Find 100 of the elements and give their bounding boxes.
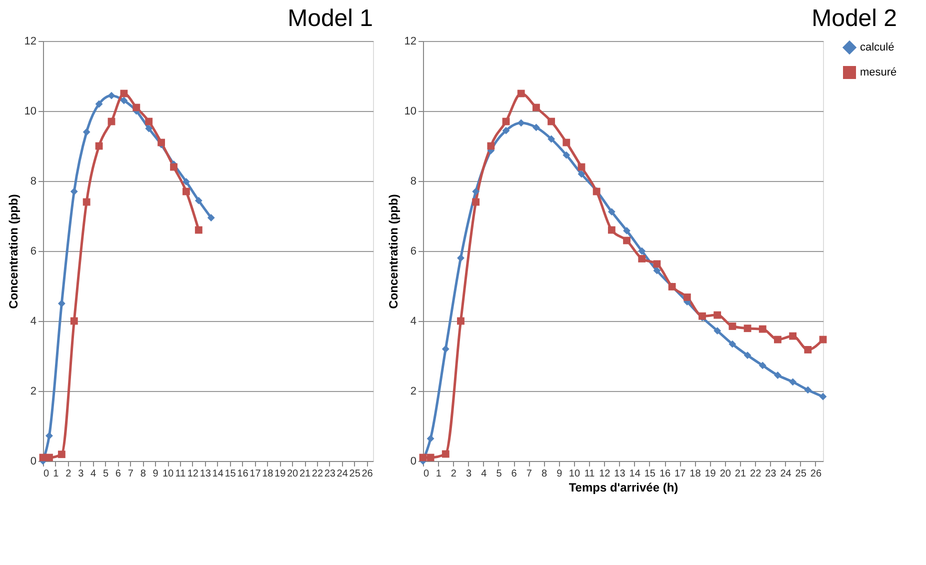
- y-tick-label: 0: [410, 456, 416, 468]
- point: [819, 392, 827, 400]
- x-tick-label: 26: [362, 468, 374, 480]
- point: [70, 317, 78, 325]
- x-tick-label: 23: [765, 468, 777, 480]
- x-tick-label: 18: [262, 468, 274, 480]
- x-tick-label: 19: [704, 468, 716, 480]
- point: [532, 124, 540, 132]
- x-tick-label: 15: [644, 468, 656, 480]
- x-tick-label: 5: [496, 468, 502, 480]
- point: [804, 386, 812, 394]
- point: [789, 378, 797, 386]
- x-tick-label: 11: [584, 468, 596, 480]
- point: [182, 188, 190, 196]
- x-tick-label: 25: [349, 468, 361, 480]
- point: [774, 336, 782, 344]
- x-tick-label: 5: [102, 468, 109, 480]
- x-tick-label: 13: [200, 468, 212, 480]
- point: [132, 104, 140, 112]
- point: [728, 340, 736, 348]
- x-tick-label: 14: [212, 468, 224, 480]
- point: [517, 90, 525, 98]
- y-tick-label: 2: [410, 386, 416, 398]
- point: [608, 226, 616, 234]
- point: [562, 151, 570, 159]
- point: [82, 128, 90, 136]
- x-tick-label: 15: [224, 468, 236, 480]
- point: [58, 450, 66, 458]
- y-tick-label: 12: [24, 36, 36, 48]
- y-tick-label: 6: [30, 246, 36, 258]
- point: [487, 142, 495, 150]
- x-tick-label: 23: [324, 468, 336, 480]
- x-tick-label: 1: [53, 468, 60, 480]
- legend-label: mesuré: [860, 66, 897, 78]
- point: [457, 317, 464, 325]
- point: [623, 226, 630, 234]
- point: [578, 170, 586, 178]
- point: [108, 92, 116, 100]
- y-tick-label: 6: [410, 246, 416, 258]
- point: [744, 352, 752, 360]
- x-tick-label: 24: [780, 468, 792, 480]
- point: [532, 104, 540, 112]
- point: [548, 118, 556, 126]
- x-tick-label: 26: [810, 468, 822, 480]
- x-tick-label: 17: [674, 468, 686, 480]
- point: [517, 119, 525, 127]
- point: [714, 327, 722, 335]
- point: [728, 322, 736, 330]
- point: [758, 362, 766, 370]
- point: [426, 434, 434, 442]
- point: [442, 450, 450, 458]
- point: [714, 311, 722, 319]
- y-tick-label: 10: [24, 106, 36, 118]
- y-axis-title: Concentration (ppb): [386, 194, 400, 309]
- x-tick-label: 17: [250, 468, 262, 480]
- chart-title: Model 1: [288, 5, 373, 32]
- x-tick-label: 16: [659, 468, 672, 480]
- x-tick-label: 20: [720, 468, 732, 480]
- point: [758, 325, 766, 333]
- x-axis-title: Temps d'arrivée (h): [568, 480, 678, 494]
- point: [804, 346, 812, 354]
- x-tick-label: 0: [424, 468, 430, 480]
- point: [442, 345, 450, 353]
- x-tick-label: 14: [629, 468, 641, 480]
- point: [145, 124, 153, 132]
- y-tick-label: 0: [30, 456, 36, 468]
- x-tick-label: 8: [140, 468, 146, 480]
- point: [194, 196, 202, 204]
- x-tick-label: 4: [90, 468, 97, 480]
- chart-title: Model 2: [812, 5, 897, 32]
- x-tick-label: 16: [237, 468, 249, 480]
- x-tick-label: 3: [78, 468, 84, 480]
- point: [82, 198, 90, 206]
- point: [548, 135, 556, 143]
- x-tick-label: 25: [795, 468, 807, 480]
- x-tick-label: 13: [614, 468, 626, 480]
- x-tick-label: 9: [556, 468, 563, 480]
- point: [70, 188, 78, 196]
- y-tick-label: 10: [404, 106, 416, 118]
- point: [623, 236, 630, 244]
- legend-label: calculé: [860, 42, 894, 54]
- y-tick-label: 8: [30, 176, 36, 188]
- y-tick-label: 4: [410, 316, 416, 328]
- x-tick-label: 8: [541, 468, 548, 480]
- x-tick-label: 11: [175, 468, 186, 480]
- point: [145, 118, 153, 126]
- point: [170, 163, 178, 171]
- point: [46, 432, 53, 440]
- point: [789, 332, 797, 340]
- x-tick-label: 6: [511, 468, 518, 480]
- point: [120, 90, 128, 98]
- y-tick-label: 12: [404, 36, 416, 48]
- x-tick-label: 2: [66, 468, 72, 480]
- x-tick-label: 9: [152, 468, 159, 480]
- x-tick-label: 3: [466, 468, 472, 480]
- x-tick-label: 4: [481, 468, 488, 480]
- x-tick-label: 12: [599, 468, 611, 480]
- x-tick-label: 2: [450, 468, 457, 480]
- y-tick-label: 8: [410, 176, 416, 188]
- point: [683, 293, 691, 301]
